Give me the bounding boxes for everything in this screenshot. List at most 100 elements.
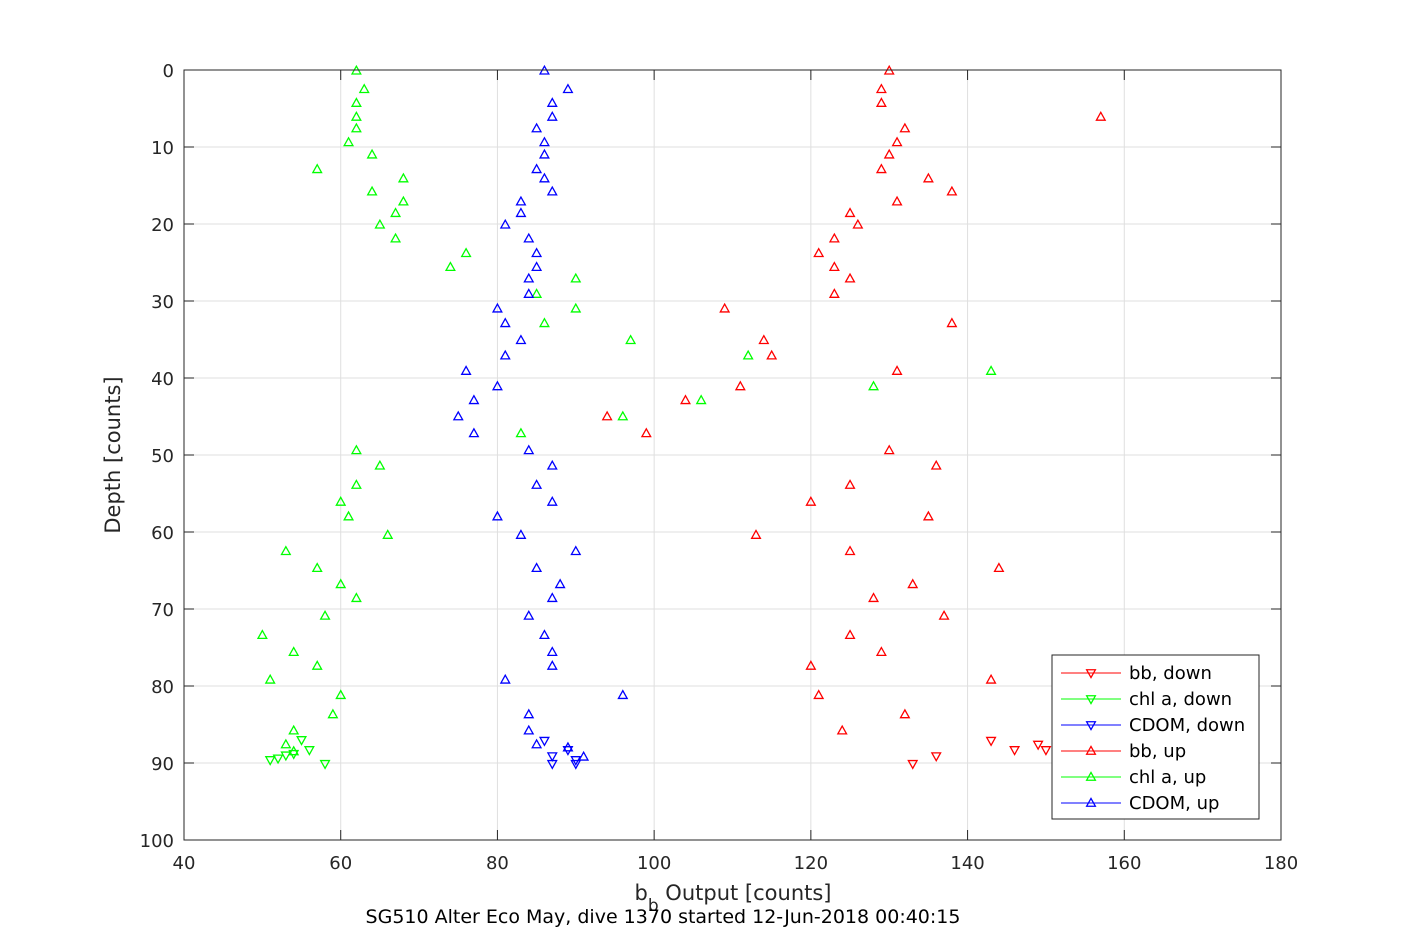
- marker-bb-up: [868, 592, 880, 603]
- marker-cdom-up: [531, 163, 543, 174]
- legend-label: chl a, up: [1129, 767, 1206, 788]
- x-tick-label: 160: [1107, 853, 1141, 874]
- marker-bb-up: [758, 334, 770, 345]
- marker-cdom-up: [523, 724, 535, 735]
- marker-cdom-up: [491, 302, 503, 313]
- y-tick-label: 20: [151, 215, 174, 236]
- marker-bb-up: [852, 218, 864, 229]
- marker-bb-down: [1009, 746, 1021, 756]
- marker-chl-a-up: [335, 578, 347, 589]
- marker-cdom-up: [460, 365, 472, 375]
- legend: bb, down chl a, down CDOM, down bb, up chl a…: [1051, 654, 1260, 820]
- legend-marker: [1085, 695, 1097, 705]
- marker-bb-up: [891, 136, 903, 147]
- marker-chl-a-up: [460, 247, 472, 258]
- marker-cdom-up: [531, 479, 543, 489]
- figure-title: SG510 Alter Eco May, dive 1370 started 1…: [366, 906, 961, 928]
- marker-bb-up: [985, 673, 997, 684]
- marker-chl-a-up: [397, 195, 409, 206]
- marker-bb-down: [907, 759, 919, 770]
- marker-chl-a-up: [350, 97, 362, 107]
- marker-cdom-up: [546, 660, 558, 670]
- x-tick-label: 60: [329, 853, 352, 874]
- marker-cdom-up: [578, 750, 590, 761]
- marker-bb-up: [993, 562, 1005, 573]
- marker-chl-a-up: [288, 724, 300, 735]
- x-tick-label: 140: [950, 853, 984, 874]
- marker-chl-a-up: [397, 172, 409, 183]
- marker-cdom-up: [531, 562, 543, 573]
- y-tick-label: 10: [151, 138, 174, 159]
- marker-cdom-down: [570, 759, 582, 770]
- marker-chl-a-up: [311, 163, 323, 174]
- marker-cdom-up: [491, 380, 503, 391]
- marker-chl-a-down: [319, 759, 331, 770]
- marker-bb-up: [930, 459, 942, 470]
- marker-chl-a-up: [358, 83, 370, 94]
- y-tick-label: 90: [151, 754, 174, 775]
- marker-cdom-up: [531, 738, 543, 749]
- marker-chl-a-up: [868, 380, 880, 391]
- marker-cdom-up: [546, 111, 558, 121]
- marker-chl-a-up: [343, 136, 355, 147]
- marker-cdom-up: [499, 218, 511, 229]
- marker-bb-up: [899, 708, 911, 719]
- y-tick-label: 100: [140, 831, 174, 852]
- y-tick-label: 50: [151, 446, 174, 467]
- legend-label: bb, up: [1129, 741, 1186, 762]
- marker-bb-up: [719, 302, 731, 313]
- marker-bb-up: [805, 660, 817, 670]
- marker-bb-up: [875, 646, 887, 656]
- marker-chl-a-down: [264, 756, 276, 766]
- marker-chl-a-up: [695, 394, 707, 405]
- marker-cdom-up: [523, 288, 535, 298]
- marker-bb-up: [907, 578, 919, 589]
- marker-bb-up: [828, 232, 840, 243]
- marker-bb-down: [1032, 740, 1044, 751]
- marker-chl-a-up: [335, 496, 347, 506]
- y-tick-label: 80: [151, 677, 174, 698]
- marker-chl-a-up: [311, 562, 323, 573]
- marker-cdom-down: [546, 752, 558, 763]
- marker-cdom-up: [546, 185, 558, 196]
- marker-bb-up: [844, 272, 856, 283]
- marker-chl-a-up: [374, 218, 386, 229]
- marker-bb-up: [899, 122, 911, 133]
- marker-chl-a-up: [343, 510, 355, 521]
- marker-bb-up: [844, 207, 856, 218]
- marker-chl-a-up: [319, 609, 331, 620]
- legend-label: chl a, down: [1129, 689, 1232, 710]
- marker-cdom-up: [546, 646, 558, 656]
- marker-cdom-up: [554, 578, 566, 589]
- legend-marker: [1085, 669, 1097, 679]
- marker-bb-up: [844, 479, 856, 489]
- marker-cdom-up: [538, 136, 550, 147]
- axis-ticks: 40 60 80 100 120 140 160 180 0 10 20 30 40 50 60 70 80 90…: [140, 61, 1299, 874]
- marker-chl-a-up: [444, 261, 456, 271]
- marker-cdom-up: [452, 410, 464, 421]
- x-tick-label: 100: [637, 853, 671, 874]
- marker-chl-a-up: [350, 122, 362, 133]
- marker-chl-a-up: [335, 689, 347, 700]
- marker-bb-up: [883, 148, 895, 159]
- marker-cdom-up: [531, 122, 543, 133]
- marker-chl-a-up: [311, 660, 323, 670]
- x-tick-label: 120: [794, 853, 828, 874]
- marker-cdom-up: [468, 427, 480, 438]
- marker-cdom-up: [523, 232, 535, 243]
- y-tick-label: 0: [163, 61, 174, 82]
- marker-bb-up: [734, 380, 746, 391]
- marker-bb-up: [844, 629, 856, 640]
- marker-bb-up: [813, 689, 825, 700]
- marker-bb-up: [938, 609, 950, 620]
- y-axis-label: Depth [counts]: [101, 376, 125, 533]
- marker-bb-up: [828, 288, 840, 298]
- marker-bb-down: [985, 736, 997, 747]
- marker-cdom-up: [538, 148, 550, 159]
- marker-chl-a-up: [742, 349, 754, 360]
- marker-chl-a-up: [538, 317, 550, 328]
- marker-bb-up: [601, 410, 613, 421]
- marker-cdom-up: [499, 673, 511, 684]
- y-tick-label: 40: [151, 369, 174, 390]
